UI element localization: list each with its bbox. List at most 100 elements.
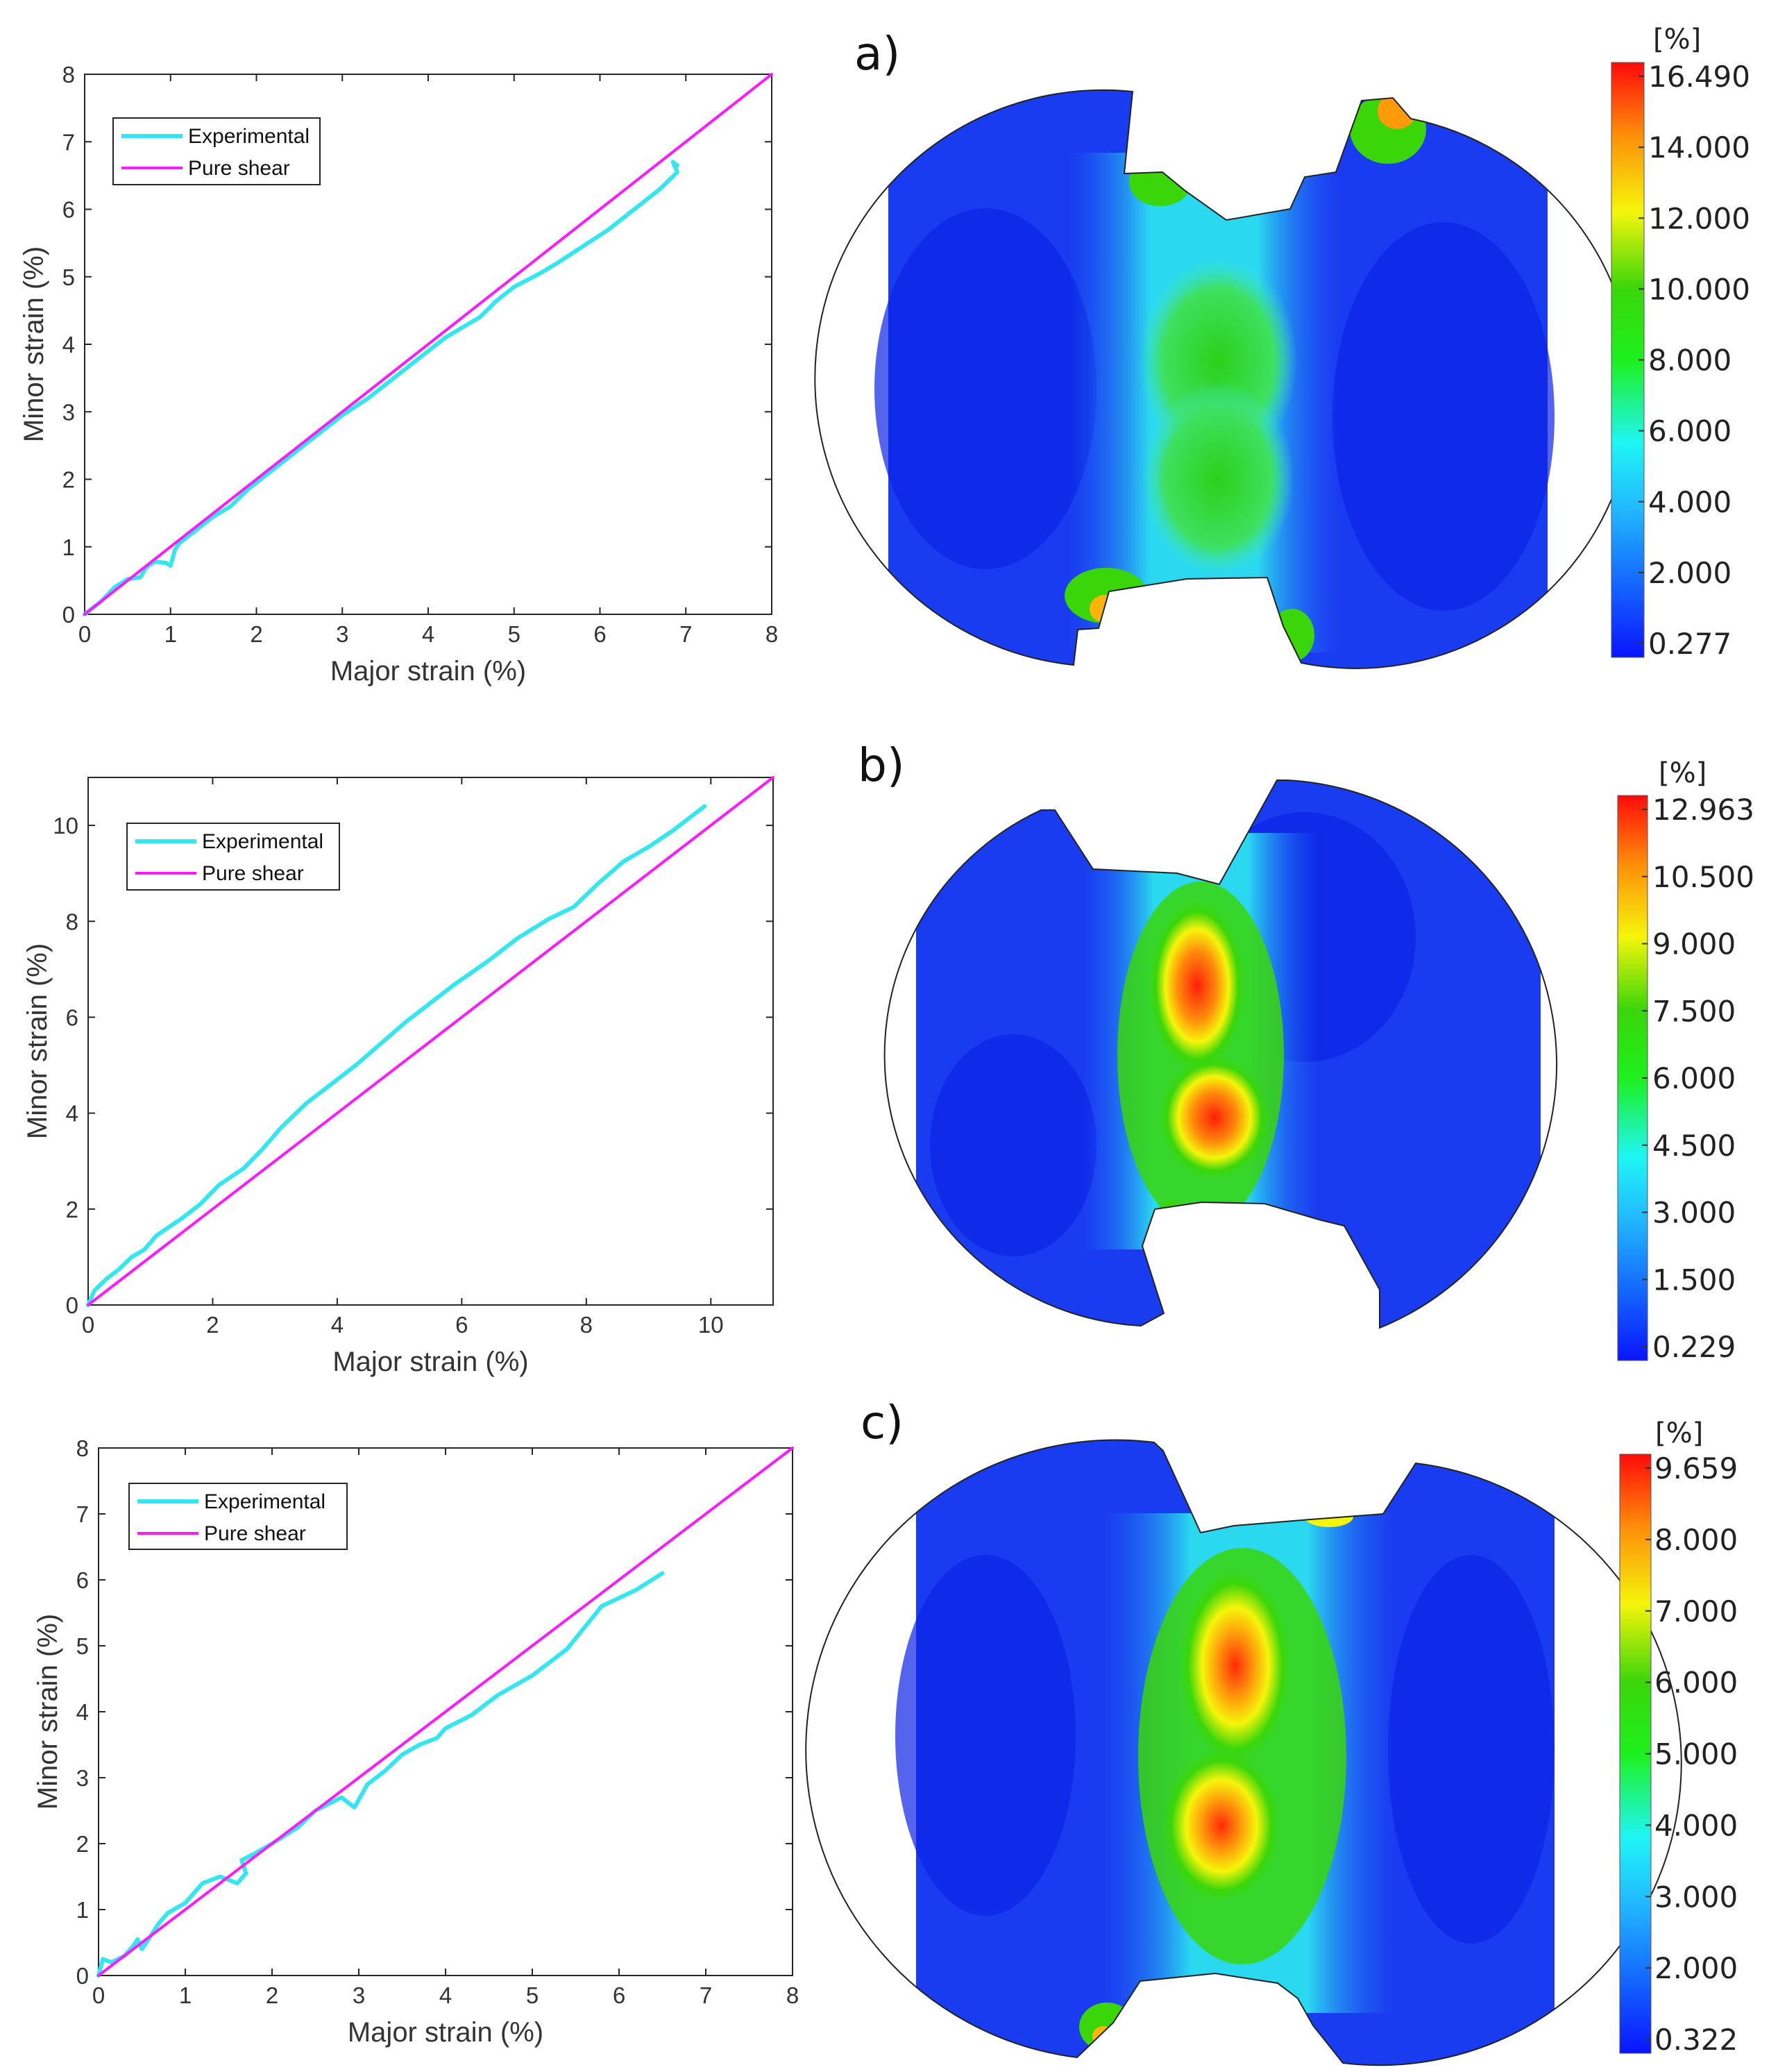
y-tick-label: 6 xyxy=(62,197,75,223)
colorbar-tick-label: 5.000 xyxy=(1654,1737,1738,1771)
y-tick-label: 1 xyxy=(76,1897,89,1923)
colorbar-tick-label: 16.490 xyxy=(1648,60,1750,94)
colorbar-tick-label: 3.000 xyxy=(1654,1880,1738,1914)
y-tick-label: 6 xyxy=(76,1567,89,1593)
y-tick-label: 6 xyxy=(66,1004,78,1030)
x-tick-label: 7 xyxy=(700,1982,712,2008)
strain-contour-map-c xyxy=(805,1439,1682,2066)
y-tick-label: 7 xyxy=(76,1501,89,1527)
line-chart-1: 0 1 2 3 4 5 6 7 8 0 1 2 3 4 5 6 7 8 Major strain (%) Minor … xyxy=(19,62,778,687)
colorbar-tick-label: 8.000 xyxy=(1648,344,1732,378)
panel-label-c: c) xyxy=(861,1396,904,1449)
y-tick-label: 4 xyxy=(76,1699,89,1725)
colorbar-tick-label: 2.000 xyxy=(1654,1951,1738,1985)
y-tick-label: 8 xyxy=(62,62,75,87)
colorbar-tick-label: 6.000 xyxy=(1654,1666,1738,1700)
colorbar-tick-label: 4.500 xyxy=(1652,1129,1736,1163)
x-axis-label: Major strain (%) xyxy=(330,656,526,687)
x-tick-label: 6 xyxy=(593,621,606,647)
x-tick-label: 8 xyxy=(580,1312,593,1338)
y-tick-label: 8 xyxy=(76,1435,89,1461)
colorbar-unit-b: [%] xyxy=(1659,757,1707,789)
x-tick-label: 2 xyxy=(266,1982,278,2008)
legend: Experimental Pure shear xyxy=(128,1483,348,1550)
colorbar-tick-label: 10.000 xyxy=(1648,272,1750,306)
x-axis-label: Major strain (%) xyxy=(348,2017,543,2048)
y-axis-label: Minor strain (%) xyxy=(19,246,49,442)
y-tick-label: 4 xyxy=(66,1101,78,1127)
x-tick-label: 8 xyxy=(786,1982,799,2008)
colorbar-tick-label: 4.000 xyxy=(1654,1808,1738,1842)
colorbar-tick-label: 12.000 xyxy=(1648,201,1750,235)
y-tick-label: 2 xyxy=(76,1831,89,1857)
colorbar-tick-label: 4.000 xyxy=(1648,485,1732,519)
y-tick-label: 7 xyxy=(62,129,75,155)
y-tick-label: 10 xyxy=(53,813,78,839)
colorbar-tick-label: 12.963 xyxy=(1652,793,1754,827)
x-tick-label: 5 xyxy=(526,1982,539,2008)
colorbar-c: [%] 9.659 8.000 7.000 6.000 5.000 4.000 3.000 2… xyxy=(1619,1417,1738,2057)
x-tick-label: 0 xyxy=(92,1982,105,2008)
x-tick-label: 0 xyxy=(78,621,91,647)
series-pure-shear-line xyxy=(97,1447,794,1977)
x-axis-label: Major strain (%) xyxy=(332,1347,528,1377)
legend-label: Experimental xyxy=(188,125,310,148)
legend-label: Experimental xyxy=(202,830,323,853)
colorbar-tick-label: 10.500 xyxy=(1652,860,1754,894)
line-chart-3: 0 1 2 3 4 5 6 7 8 0 1 2 3 4 5 6 7 8 Major strain (%) Minor … xyxy=(33,1435,799,2048)
panel-label-a: a) xyxy=(854,27,900,81)
series-pure-shear-line xyxy=(83,73,773,616)
x-tick-label: 1 xyxy=(164,621,177,647)
legend: Experimental Pure shear xyxy=(126,823,340,891)
colorbar-tick-label: 8.000 xyxy=(1654,1523,1738,1557)
colorbar-tick-label: 9.000 xyxy=(1652,927,1736,961)
y-tick-label: 0 xyxy=(62,602,75,628)
legend-box xyxy=(126,823,340,891)
x-tick-label: 2 xyxy=(206,1312,219,1338)
series-experimental-line xyxy=(83,160,679,616)
colorbar-tick-label: 0.322 xyxy=(1654,2023,1738,2057)
colorbar-tick-label: 7.500 xyxy=(1652,994,1736,1028)
colorbar-tick-label: 6.000 xyxy=(1652,1061,1736,1095)
legend-box xyxy=(112,117,321,185)
line-chart-2: 0 2 4 6 8 10 0 2 4 6 8 10 Major strain (%) Minor stra… xyxy=(22,776,774,1377)
y-tick-label: 1 xyxy=(62,534,75,560)
legend-box xyxy=(128,1483,348,1550)
legend-label: Experimental xyxy=(204,1490,325,1513)
colorbar-tick-label: 6.000 xyxy=(1648,414,1732,448)
colorbar-tick-label: 3.000 xyxy=(1652,1196,1736,1230)
colorbar-b: [%] 12.963 10.500 9.000 7.500 6.000 4.500 3.00… xyxy=(1617,757,1754,1364)
colorbar-tick-label: 7.000 xyxy=(1654,1594,1738,1628)
x-tick-label: 4 xyxy=(439,1982,452,2008)
y-tick-label: 2 xyxy=(62,467,75,493)
y-tick-label: 0 xyxy=(76,1963,89,1989)
line-charts: 0 1 2 3 4 5 6 7 8 0 1 2 3 4 5 6 7 8 Major strain (%) Minor … xyxy=(19,62,799,2048)
y-tick-label: 8 xyxy=(66,909,78,934)
y-tick-label: 3 xyxy=(76,1765,89,1791)
x-tick-label: 1 xyxy=(179,1982,192,2008)
x-tick-label: 7 xyxy=(679,621,692,647)
series-pure-shear-line xyxy=(87,776,774,1306)
x-tick-label: 10 xyxy=(698,1312,724,1338)
x-tick-label: 6 xyxy=(455,1312,468,1338)
x-tick-label: 2 xyxy=(250,621,262,647)
y-tick-label: 0 xyxy=(66,1292,78,1318)
x-tick-label: 3 xyxy=(336,621,348,647)
colorbar-tick-label: 0.229 xyxy=(1652,1330,1736,1364)
x-tick-label: 4 xyxy=(422,621,434,647)
colorbar-unit-a: [%] xyxy=(1653,24,1701,56)
y-axis-label: Minor strain (%) xyxy=(33,1614,63,1810)
colorbar-tick-label: 14.000 xyxy=(1648,130,1750,165)
colorbar-a: [%] 16.490 14.000 12.000 10.000 8.000 6.000 4.… xyxy=(1611,24,1750,661)
colorbar-tick-label: 0.277 xyxy=(1648,627,1732,661)
y-tick-label: 5 xyxy=(62,264,75,290)
legend-label: Pure shear xyxy=(188,157,290,180)
colorbar-tick-label: 1.500 xyxy=(1652,1263,1736,1297)
x-tick-label: 6 xyxy=(613,1982,625,2008)
x-tick-label: 3 xyxy=(353,1982,365,2008)
x-tick-label: 8 xyxy=(765,621,778,647)
legend: Experimental Pure shear xyxy=(112,117,321,185)
colorbar-tick-label: 9.659 xyxy=(1654,1451,1738,1485)
strain-contour-map-a xyxy=(814,89,1634,669)
